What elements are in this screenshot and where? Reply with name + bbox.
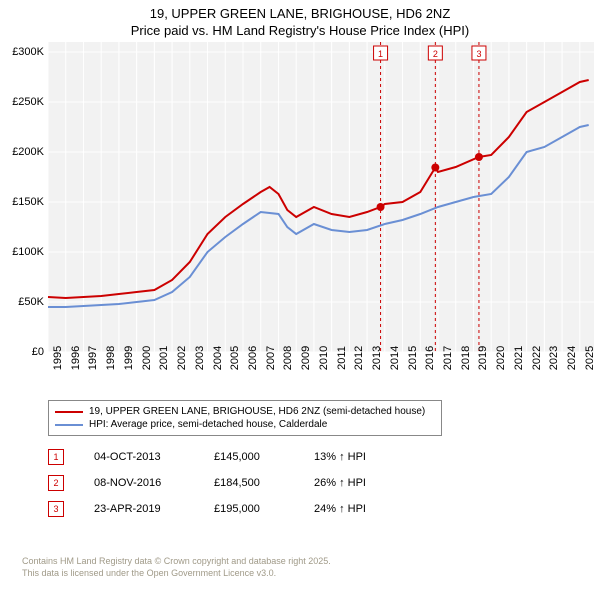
sale-marker: 2 bbox=[48, 475, 64, 491]
x-tick-label: 2007 bbox=[265, 346, 277, 370]
x-tick-label: 2025 bbox=[584, 346, 596, 370]
x-tick-label: 1995 bbox=[52, 346, 64, 370]
sale-price: £195,000 bbox=[214, 503, 284, 515]
y-tick-label: £150K bbox=[4, 196, 44, 208]
x-tick-label: 2011 bbox=[336, 346, 348, 370]
x-tick-label: 1996 bbox=[70, 346, 82, 370]
x-tick-label: 1997 bbox=[87, 346, 99, 370]
sale-hpi: 24% ↑ HPI bbox=[314, 503, 394, 515]
x-tick-label: 2006 bbox=[247, 346, 259, 370]
x-tick-label: 2019 bbox=[477, 346, 489, 370]
sale-marker: 3 bbox=[48, 501, 64, 517]
x-tick-label: 2014 bbox=[389, 346, 401, 370]
y-tick-label: £300K bbox=[4, 46, 44, 58]
y-tick-label: £0 bbox=[4, 346, 44, 358]
sale-hpi: 13% ↑ HPI bbox=[314, 451, 394, 463]
x-tick-label: 2022 bbox=[531, 346, 543, 370]
svg-text:2: 2 bbox=[433, 49, 438, 59]
sale-marker: 1 bbox=[48, 449, 64, 465]
sale-hpi: 26% ↑ HPI bbox=[314, 477, 394, 489]
sale-date: 23-APR-2019 bbox=[94, 503, 184, 515]
x-tick-label: 1999 bbox=[123, 346, 135, 370]
x-tick-label: 2004 bbox=[212, 346, 224, 370]
x-tick-label: 2015 bbox=[407, 346, 419, 370]
x-tick-label: 2012 bbox=[353, 346, 365, 370]
x-tick-label: 2000 bbox=[141, 346, 153, 370]
x-tick-label: 2010 bbox=[318, 346, 330, 370]
x-tick-label: 2024 bbox=[566, 346, 578, 370]
x-tick-label: 2003 bbox=[194, 346, 206, 370]
legend-swatch bbox=[55, 411, 83, 413]
x-tick-label: 2001 bbox=[158, 346, 170, 370]
y-tick-label: £50K bbox=[4, 296, 44, 308]
x-tick-label: 2002 bbox=[176, 346, 188, 370]
y-tick-label: £100K bbox=[4, 246, 44, 258]
x-tick-label: 2021 bbox=[513, 346, 525, 370]
legend-label: HPI: Average price, semi-detached house,… bbox=[89, 419, 327, 430]
footer-line-2: This data is licensed under the Open Gov… bbox=[22, 568, 276, 578]
x-tick-label: 2009 bbox=[300, 346, 312, 370]
x-tick-label: 2013 bbox=[371, 346, 383, 370]
line-chart: 1 2 3 bbox=[0, 0, 600, 400]
legend-swatch bbox=[55, 424, 83, 426]
sale-row: 2 08-NOV-2016 £184,500 26% ↑ HPI bbox=[42, 470, 400, 496]
x-tick-label: 2018 bbox=[460, 346, 472, 370]
legend: 19, UPPER GREEN LANE, BRIGHOUSE, HD6 2NZ… bbox=[48, 400, 442, 436]
x-tick-label: 1998 bbox=[105, 346, 117, 370]
sale-date: 08-NOV-2016 bbox=[94, 477, 184, 489]
legend-item: 19, UPPER GREEN LANE, BRIGHOUSE, HD6 2NZ… bbox=[55, 405, 435, 418]
footer-line-1: Contains HM Land Registry data © Crown c… bbox=[22, 556, 331, 566]
x-tick-label: 2008 bbox=[282, 346, 294, 370]
sale-date: 04-OCT-2013 bbox=[94, 451, 184, 463]
y-tick-label: £200K bbox=[4, 146, 44, 158]
x-tick-label: 2017 bbox=[442, 346, 454, 370]
chart-container: 19, UPPER GREEN LANE, BRIGHOUSE, HD6 2NZ… bbox=[0, 0, 600, 590]
sale-row: 3 23-APR-2019 £195,000 24% ↑ HPI bbox=[42, 496, 400, 522]
svg-text:3: 3 bbox=[476, 49, 481, 59]
sale-price: £145,000 bbox=[214, 451, 284, 463]
y-tick-label: £250K bbox=[4, 96, 44, 108]
sales-table: 1 04-OCT-2013 £145,000 13% ↑ HPI 2 08-NOV-201… bbox=[42, 444, 400, 522]
sale-price: £184,500 bbox=[214, 477, 284, 489]
x-tick-label: 2005 bbox=[229, 346, 241, 370]
x-tick-label: 2023 bbox=[548, 346, 560, 370]
svg-text:1: 1 bbox=[378, 49, 383, 59]
legend-label: 19, UPPER GREEN LANE, BRIGHOUSE, HD6 2NZ… bbox=[89, 406, 425, 417]
attribution-footer: Contains HM Land Registry data © Crown c… bbox=[22, 556, 331, 579]
x-tick-label: 2016 bbox=[424, 346, 436, 370]
legend-item: HPI: Average price, semi-detached house,… bbox=[55, 418, 435, 431]
sale-row: 1 04-OCT-2013 £145,000 13% ↑ HPI bbox=[42, 444, 400, 470]
x-tick-label: 2020 bbox=[495, 346, 507, 370]
